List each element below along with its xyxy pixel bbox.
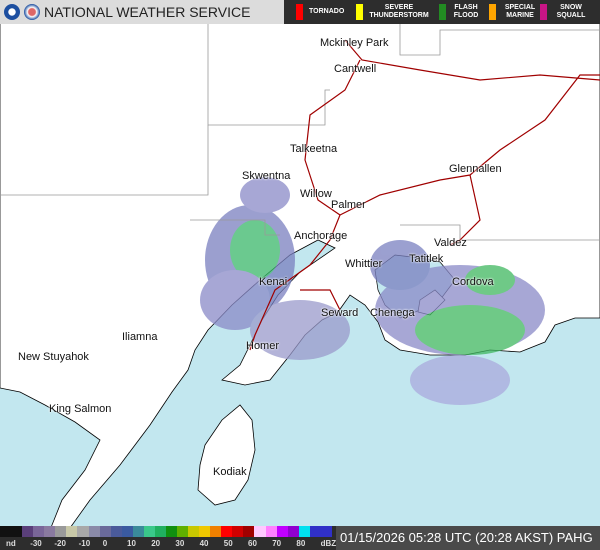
colorbar-cell [0,526,12,537]
colorbar-cell [320,526,332,537]
city-label: King Salmon [49,403,112,415]
roads [249,39,600,351]
city-label: Whittier [345,258,383,270]
legend-severe-thunderstorm: SEVERE THUNDERSTORM [356,3,429,21]
colorbar-cell [188,526,200,537]
site-title: NATIONAL WEATHER SERVICE [44,4,251,20]
colorbar-cell [11,526,23,537]
mainland [0,0,600,531]
city-label: New Stuyahok [18,351,89,363]
colorbar-cell [177,526,189,537]
flood-swatch [439,4,446,20]
city-label: Kenai [259,276,288,288]
colorbar-cell [254,526,266,537]
severe-swatch [356,4,363,20]
legend-label: FLASH FLOOD [453,4,479,19]
city-label: Kodiak [213,466,247,478]
nws-logo-icon [24,4,40,20]
reflectivity-colorbar: nd -30 -20 -10 0 10 20 30 40 50 60 70 80 dBZ [0,526,336,550]
colorbar-cell [276,526,288,537]
colorbar-label: 70 [272,539,282,548]
city-label: Valdez [434,237,467,249]
colorbar-label: 50 [223,539,233,548]
colorbar-cell [309,526,321,537]
legend-label: SEVERE THUNDERSTORM [369,4,429,19]
colorbar-cell [243,526,255,537]
colorbar-label: 30 [175,539,185,548]
colorbar-label: -20 [54,539,66,548]
city-label: Mckinley Park [320,37,389,49]
noaa-logo-icon [4,4,20,20]
colorbar-label: 60 [248,539,257,548]
legend-flash-flood: FLASH FLOOD [439,3,480,21]
header-brand: NATIONAL WEATHER SERVICE [0,0,284,24]
city-label: Iliamna [122,331,158,343]
colorbar-cell [199,526,211,537]
warning-legend: TORNADO SEVERE THUNDERSTORM FLASH FLOOD … [284,0,600,24]
colorbar-cell [221,526,233,537]
colorbar-label: dBZ [320,539,337,548]
city-label: Homer [246,340,280,352]
city-label: Palmer [331,199,366,211]
colorbar-label: 40 [199,539,209,548]
legend-label: TORNADO [309,8,345,15]
colorbar-cell [265,526,277,537]
marine-swatch [489,4,496,20]
colorbar-cell [154,526,166,537]
boundaries [0,0,600,241]
header: NATIONAL WEATHER SERVICE TORNADO SEVERE … [0,0,600,24]
legend-tornado: TORNADO [296,3,344,21]
colorbar-cell [298,526,310,537]
colorbar-cell [121,526,133,537]
city-label: Cordova [452,276,494,288]
squall-swatch [540,4,547,20]
city-label: Anchorage [294,230,348,242]
city-label: Talkeetna [290,143,338,155]
colorbar-label: nd [6,539,16,548]
colorbar-label: -10 [78,539,91,548]
colorbar-cell [44,526,56,537]
colorbar-cell [77,526,89,537]
city-label: Skwentna [242,170,291,182]
city-label: Cantwell [334,63,377,75]
colorbar-label: 20 [151,539,161,548]
tornado-swatch [296,4,303,20]
colorbar-cell [165,526,177,537]
colorbar-cell [22,526,34,537]
colorbar-cell [110,526,122,537]
legend-label: SPECIAL MARINE [504,4,536,19]
colorbar-cell [143,526,155,537]
colorbar-cell [55,526,67,537]
colorbar-label: -30 [30,539,42,548]
colorbar-label: 80 [296,539,306,548]
city-label: Tatitlek [409,253,444,265]
city-label: Chenega [370,307,415,319]
colorbar-cell [232,526,244,537]
colorbar-cell [88,526,100,537]
city-label: Seward [321,307,359,319]
colorbar-label: 0 [102,539,108,548]
colorbar-cell [210,526,222,537]
colorbar-cell [99,526,111,537]
colorbar-cell [287,526,299,537]
colorbar-cell [33,526,45,537]
timestamp: 01/15/2026 05:28 UTC (20:28 AKST) PAHG [336,526,600,550]
colorbar-cell [132,526,144,537]
colorbar-cell [66,526,78,537]
colorbar-cells [0,526,332,537]
kodiak-island [197,404,256,506]
legend-label: SNOW SQUALL [556,4,586,19]
legend-special-marine: SPECIAL MARINE [489,3,538,21]
city-label: Willow [300,188,332,200]
radar-echoes [200,177,545,405]
colorbar-label: 10 [127,539,136,548]
city-label: Glennallen [449,163,502,175]
legend-snow-squall: SNOW SQUALL [540,3,589,21]
